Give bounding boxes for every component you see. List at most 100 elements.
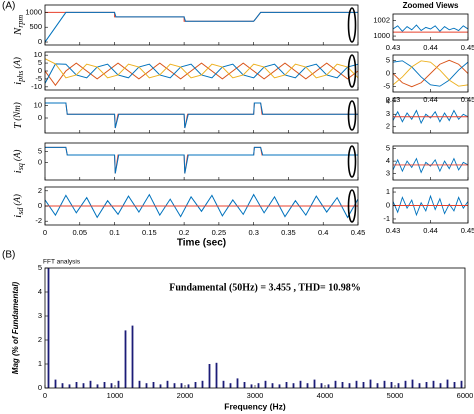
y-tick-label: 4 bbox=[38, 287, 42, 296]
bar bbox=[397, 383, 400, 388]
x-tick-label: 0.44 bbox=[423, 95, 438, 104]
plot-frame bbox=[44, 142, 359, 181]
x-tick-label: 1000 bbox=[107, 391, 124, 400]
y-tick-label: 5 bbox=[386, 144, 390, 153]
y-tick-label: 0 bbox=[38, 383, 42, 392]
highlight-ellipse bbox=[347, 145, 357, 178]
series-line bbox=[393, 157, 468, 174]
plot bbox=[47, 268, 463, 388]
y-tick-label: 0 bbox=[38, 201, 42, 210]
y-tick-label: -2 bbox=[35, 216, 42, 225]
y-tick-label: 1 bbox=[386, 187, 390, 196]
bar bbox=[285, 382, 288, 388]
series-line bbox=[45, 102, 358, 129]
plot-frame bbox=[44, 267, 466, 389]
x-tick-label: 0.45 bbox=[461, 95, 474, 104]
bar bbox=[75, 382, 78, 388]
plot-frame bbox=[392, 54, 469, 93]
y-tick-label: 3 bbox=[38, 311, 42, 320]
plot bbox=[393, 109, 468, 125]
y-tick-label: 5 bbox=[386, 55, 390, 64]
bar bbox=[82, 383, 85, 388]
bar bbox=[173, 383, 176, 388]
x-tick-label: 0.43 bbox=[386, 43, 401, 52]
bar bbox=[159, 384, 162, 388]
y-tick-label: 0 bbox=[38, 37, 42, 46]
x-tick-label: 0.3 bbox=[248, 228, 258, 237]
highlight-ellipse bbox=[347, 100, 357, 131]
bar bbox=[208, 364, 211, 388]
plot-frame bbox=[44, 97, 359, 134]
bar bbox=[425, 382, 428, 388]
y-axis-label-symbol: i bbox=[12, 170, 24, 173]
y-axis-label: isq(A) bbox=[12, 150, 25, 174]
y-tick-label: 0 bbox=[38, 66, 42, 75]
y-tick-label: 10 bbox=[34, 50, 42, 59]
subtitle: FFT analysis bbox=[43, 259, 81, 266]
x-tick-label: 0.4 bbox=[318, 228, 328, 237]
bar bbox=[54, 379, 57, 388]
plot bbox=[45, 146, 358, 174]
bar bbox=[439, 383, 442, 388]
bar bbox=[390, 382, 393, 388]
y-axis-label-symbol: i bbox=[12, 82, 24, 85]
bar bbox=[61, 383, 64, 388]
bar bbox=[278, 384, 281, 388]
y-axis-label-symbol: Mag (% of Fundamental) bbox=[11, 281, 20, 374]
plot-frame bbox=[44, 186, 359, 226]
bar bbox=[348, 383, 351, 388]
plot-frame bbox=[392, 187, 469, 224]
bar bbox=[320, 383, 323, 388]
y-tick-label: 4 bbox=[386, 156, 390, 165]
y-tick-label: 4 bbox=[386, 97, 390, 106]
x-tick-label: 0 bbox=[43, 228, 47, 237]
y-axis-label: Nrpm bbox=[12, 15, 25, 36]
bar bbox=[131, 325, 134, 388]
bar bbox=[229, 383, 232, 388]
y-tick-label: -5 bbox=[35, 74, 42, 83]
bar bbox=[166, 380, 169, 388]
bar bbox=[432, 380, 435, 388]
bar bbox=[68, 384, 71, 388]
x-tick-label: 0.45 bbox=[461, 43, 474, 52]
plot-frame bbox=[392, 13, 469, 41]
bar bbox=[264, 380, 267, 388]
highlight-ellipse bbox=[347, 189, 357, 223]
bar bbox=[257, 383, 260, 388]
bar bbox=[362, 382, 365, 388]
x-axis-label: Frequency (Hz) bbox=[224, 401, 286, 411]
y-axis-label: T(Nm) bbox=[12, 102, 24, 129]
bar bbox=[313, 379, 316, 388]
x-tick-label: 0.2 bbox=[179, 228, 189, 237]
y-tick-label: 2 bbox=[38, 186, 42, 195]
series-line bbox=[393, 109, 468, 125]
bar bbox=[47, 268, 50, 388]
y-tick-label: 1000 bbox=[373, 31, 390, 40]
x-tick-label: 3000 bbox=[247, 391, 264, 400]
x-tick-label: 0.05 bbox=[72, 228, 87, 237]
y-tick-label: 5 bbox=[38, 147, 42, 156]
bar bbox=[222, 380, 225, 388]
y-tick-label: 3 bbox=[386, 109, 390, 118]
y-tick-label: 500 bbox=[29, 22, 42, 31]
series-line bbox=[45, 62, 358, 87]
series-line bbox=[45, 63, 358, 84]
plot-frame bbox=[44, 51, 359, 91]
y-axis-label-subscript: sd bbox=[16, 207, 25, 215]
y-tick-label: 0 bbox=[38, 158, 42, 167]
y-tick-label: 2 bbox=[38, 335, 42, 344]
series-line bbox=[45, 102, 358, 129]
y-tick-label: -10 bbox=[31, 82, 42, 91]
y-axis-label-unit: (A) bbox=[12, 194, 22, 206]
y-tick-label: 1 bbox=[38, 359, 42, 368]
x-tick-label: 0.1 bbox=[109, 228, 119, 237]
bar bbox=[138, 380, 141, 388]
bar bbox=[453, 382, 456, 388]
bar bbox=[306, 383, 309, 388]
y-axis-label-subscript: phs bbox=[16, 71, 25, 83]
plot bbox=[393, 194, 468, 217]
bar bbox=[180, 383, 183, 388]
bar bbox=[341, 382, 344, 388]
series-line bbox=[45, 11, 358, 43]
plot bbox=[393, 59, 468, 88]
